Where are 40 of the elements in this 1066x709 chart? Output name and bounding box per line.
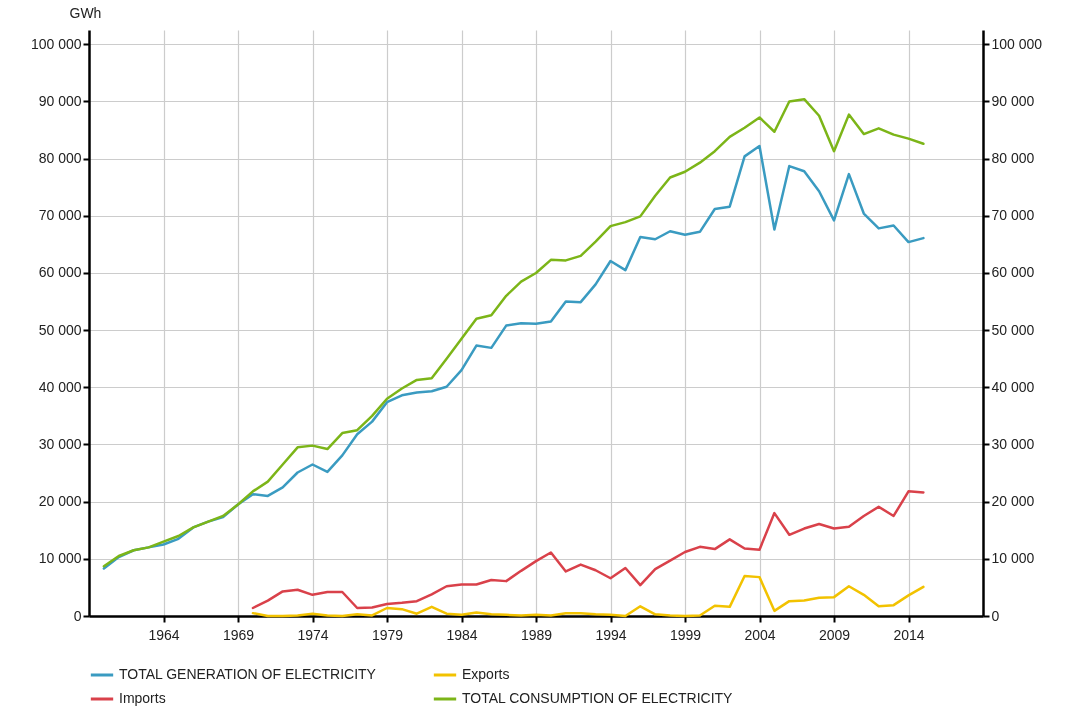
y2-tick-label: 60 000 bbox=[991, 264, 1035, 281]
y-tick-label: 20 000 bbox=[38, 493, 82, 510]
x-tick-label: 2009 bbox=[818, 626, 851, 643]
x-tick-label: 2004 bbox=[744, 626, 776, 643]
x-tick-label: 1984 bbox=[446, 626, 478, 643]
legend-label: TOTAL GENERATION OF ELECTRICITY bbox=[119, 666, 377, 682]
y2-tick-label: 90 000 bbox=[991, 92, 1035, 109]
line-series bbox=[251, 490, 925, 610]
y-tick-label: 60 000 bbox=[38, 264, 82, 281]
y2-tick-label: 40 000 bbox=[991, 378, 1035, 395]
x-tick-label: 1994 bbox=[595, 626, 627, 643]
y-axis-title: GWh bbox=[69, 4, 102, 21]
y2-tick-label: 70 000 bbox=[991, 207, 1035, 224]
y2-tick-label: 50 000 bbox=[991, 321, 1035, 338]
y-tick-label: 0 bbox=[73, 607, 82, 624]
y-tick-label: 40 000 bbox=[38, 378, 82, 395]
y2-tick-label: 30 000 bbox=[991, 435, 1035, 452]
y2-tick-label: 100 000 bbox=[991, 35, 1043, 52]
y-tick-label: 50 000 bbox=[38, 321, 82, 338]
x-tick-label: 1974 bbox=[297, 626, 329, 643]
y2-tick-label: 10 000 bbox=[991, 550, 1035, 567]
line-series bbox=[251, 574, 925, 618]
y-tick-label: 10 000 bbox=[38, 550, 82, 567]
x-tick-label: 1979 bbox=[371, 626, 404, 643]
x-tick-label: 1989 bbox=[520, 626, 553, 643]
y-tick-label: 30 000 bbox=[38, 435, 82, 452]
x-tick-label: 1964 bbox=[148, 626, 180, 643]
y-tick-label: 80 000 bbox=[38, 150, 82, 167]
y-tick-label: 90 000 bbox=[38, 92, 82, 109]
x-tick-label: 1969 bbox=[222, 626, 255, 643]
x-tick-label: 2014 bbox=[893, 626, 925, 643]
legend-label: Imports bbox=[119, 690, 166, 706]
y2-tick-label: 20 000 bbox=[991, 493, 1035, 510]
x-tick-label: 1999 bbox=[669, 626, 702, 643]
y2-tick-label: 0 bbox=[991, 607, 1000, 624]
y-tick-label: 70 000 bbox=[38, 207, 82, 224]
y-tick-label: 100 000 bbox=[30, 35, 82, 52]
y2-tick-label: 80 000 bbox=[991, 150, 1035, 167]
legend-label: TOTAL CONSUMPTION OF ELECTRICITY bbox=[462, 690, 734, 706]
legend-label: Exports bbox=[462, 666, 510, 682]
